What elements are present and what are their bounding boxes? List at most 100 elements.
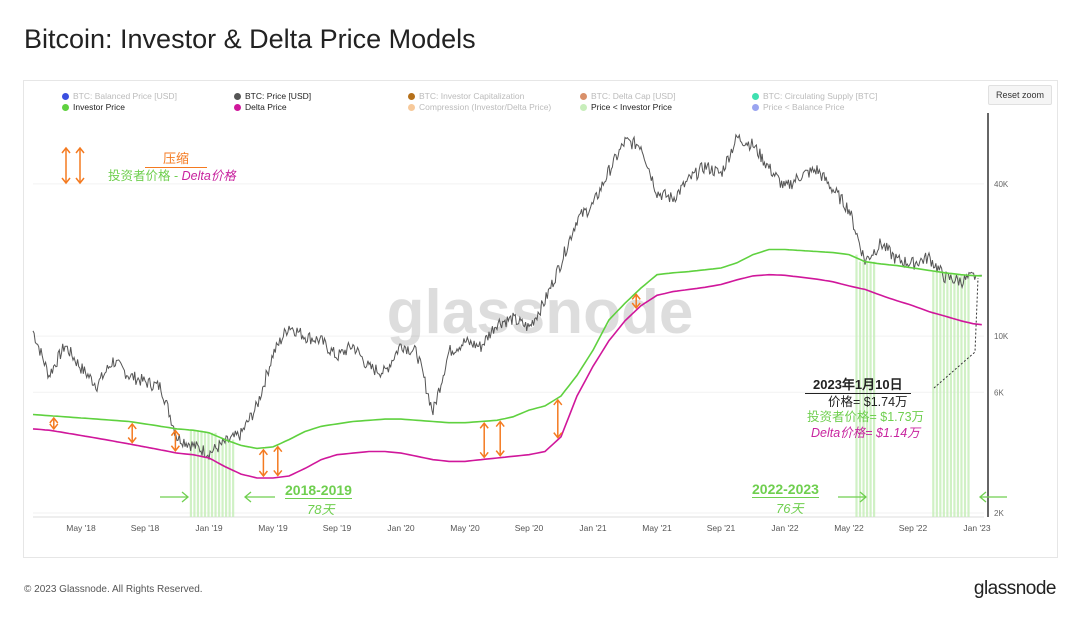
x-tick-label: May '19: [258, 523, 288, 533]
x-tick-label: May '22: [834, 523, 864, 533]
compression-arrow-icon-head: [49, 416, 59, 424]
legend-label: Delta Price: [245, 102, 287, 112]
legend-dot-icon: [408, 92, 415, 100]
compression-subtitle: 投资者价格 - Delta价格: [108, 165, 236, 184]
reset-zoom-button[interactable]: Reset zoom: [988, 85, 1052, 105]
x-tick-label: Sep '22: [899, 523, 928, 533]
price-below-investor-band: [942, 272, 945, 517]
price-below-investor-band: [217, 439, 221, 517]
legend-item[interactable]: Delta Price: [234, 102, 287, 112]
y-tick-label: 10K: [994, 332, 1009, 341]
x-tick-label: May '18: [66, 523, 96, 533]
price-below-investor-band: [873, 261, 876, 517]
legend-item[interactable]: BTC: Balanced Price [USD]: [62, 91, 177, 101]
price-below-investor-band: [210, 432, 214, 517]
series-line-delta-price: [32, 273, 982, 479]
compression-arrow-icon-head: [631, 302, 641, 310]
copyright-footer: © 2023 Glassnode. All Rights Reserved.: [24, 584, 203, 595]
x-tick-label: Jan '22: [771, 523, 798, 533]
legend-dot-icon: [234, 92, 241, 100]
compression-investor-label: 投资者价格 -: [108, 169, 182, 183]
legend-item[interactable]: Price < Investor Price: [580, 102, 672, 112]
compression-arrow-icon-head: [553, 432, 563, 439]
legend-label: Price < Balance Price: [763, 102, 845, 112]
x-tick-label: Jan '20: [387, 523, 414, 533]
legend-dot-icon: [752, 92, 759, 100]
legend-item[interactable]: Compression (Investor/Delta Price): [408, 102, 551, 112]
legend-item[interactable]: Investor Price: [62, 102, 125, 112]
price-below-investor-band: [214, 432, 217, 517]
compression-legend-arrow-icon-head: [75, 177, 85, 185]
period-arrow-icon-head: [181, 491, 190, 503]
price-below-investor-band: [865, 261, 869, 517]
compression-legend-arrow-icon-head: [61, 146, 71, 154]
legend-label: BTC: Delta Cap [USD]: [591, 91, 676, 101]
price-below-investor-band: [225, 439, 228, 517]
price-below-investor-band: [935, 270, 938, 517]
brand-logo: glassnode: [973, 578, 1057, 599]
chart-frame: [23, 80, 1058, 558]
compression-arrow-icon-head: [127, 437, 137, 444]
compression-arrow-icon-head: [127, 422, 137, 430]
legend-label: Price < Investor Price: [591, 102, 673, 112]
price-readout: 价格= $1.74万: [828, 395, 908, 409]
price-below-investor-band: [939, 272, 942, 517]
legend-dot-icon: [580, 103, 587, 111]
legend-label: BTC: Investor Capitalization: [419, 91, 525, 101]
watermark: glassnode: [387, 278, 694, 347]
legend-dot-icon: [580, 92, 587, 100]
price-below-investor-band: [946, 272, 949, 517]
x-tick-label: May '20: [450, 523, 480, 533]
compression-arrow-icon-head: [273, 469, 283, 477]
compression-legend-arrow-icon-head: [75, 146, 85, 154]
legend-item[interactable]: Price < Balance Price: [752, 102, 845, 112]
x-tick-label: May '21: [642, 523, 672, 533]
date-label: 2023年1月10日: [805, 374, 911, 394]
price-below-investor-band: [960, 274, 963, 517]
delta-price-readout: Delta价格= $1.14万: [811, 426, 920, 440]
compression-arrow-icon-head: [170, 445, 180, 452]
legend-dot-icon: [234, 103, 241, 111]
compression-arrow-icon-head: [495, 420, 505, 428]
price-below-investor-band: [862, 261, 865, 517]
period1-days: 78天: [307, 502, 335, 517]
price-below-investor-band: [200, 430, 203, 517]
legend-dot-icon: [408, 103, 415, 111]
legend-label: Investor Price: [73, 102, 125, 112]
price-below-investor-band: [203, 432, 207, 517]
price-below-investor-band: [193, 430, 196, 517]
x-tick-label: Sep '21: [707, 523, 736, 533]
price-below-investor-band: [207, 432, 210, 517]
legend-item[interactable]: BTC: Price [USD]: [234, 91, 311, 101]
compression-arrow-icon-head: [495, 450, 505, 457]
legend-item[interactable]: BTC: Investor Capitalization: [408, 91, 524, 101]
compression-arrow-icon-head: [258, 448, 268, 456]
series-line-investor-price: [32, 248, 982, 450]
legend-item[interactable]: BTC: Circulating Supply [BTC]: [752, 91, 877, 101]
legend-label: BTC: Price [USD]: [245, 91, 312, 101]
period-arrow-icon-head: [978, 491, 987, 503]
legend-item[interactable]: BTC: Delta Cap [USD]: [580, 91, 676, 101]
investor-price-readout: 投资者价格= $1.73万: [807, 410, 925, 424]
x-tick-label: Sep '20: [515, 523, 544, 533]
legend-dot-icon: [62, 92, 69, 100]
price-below-investor-band: [949, 272, 952, 517]
compression-legend-arrow-icon-head: [61, 177, 71, 185]
x-tick-label: Jan '23: [963, 523, 990, 533]
page-title: Bitcoin: Investor & Delta Price Models: [24, 24, 476, 54]
price-below-investor-band: [858, 261, 862, 517]
price-below-investor-band: [196, 430, 200, 517]
y-tick-label: 2K: [994, 509, 1004, 518]
price-below-investor-band: [189, 430, 192, 517]
compression-arrow-icon-head: [631, 293, 641, 300]
compression-arrow-icon-head: [170, 429, 180, 437]
compression-delta-label: Delta价格: [181, 169, 236, 183]
x-tick-label: Jan '21: [579, 523, 606, 533]
price-below-investor-band: [221, 439, 224, 517]
series-line-btc-price-usd-: [32, 133, 982, 460]
price-below-investor-band: [869, 261, 872, 517]
period-arrow-icon-head: [859, 491, 868, 503]
compression-arrow-icon-head: [479, 422, 489, 429]
y-tick-label: 6K: [994, 388, 1004, 397]
